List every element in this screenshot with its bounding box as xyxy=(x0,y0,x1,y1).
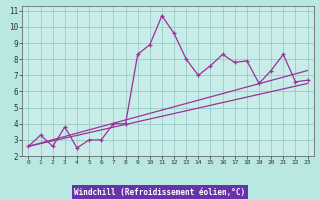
Text: Windchill (Refroidissement éolien,°C): Windchill (Refroidissement éolien,°C) xyxy=(75,188,245,196)
